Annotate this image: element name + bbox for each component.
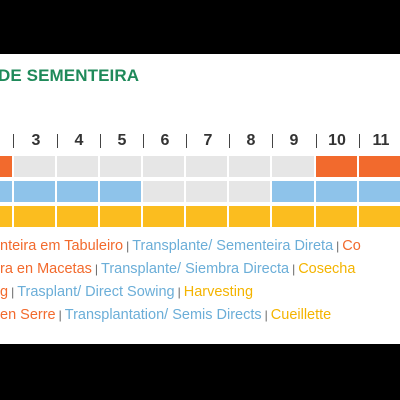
transplant-cell-month-9-active [272,181,316,202]
sowing-cell-month-3-inactive [14,156,57,177]
sowing-cell-month-4-inactive [57,156,100,177]
legend-harvest-text: Co [342,238,361,254]
month-separator [13,134,14,148]
harvest-cell-month-10-active [316,206,359,227]
month-label-4: 4 [74,132,84,149]
legend-harvest-text: Harvesting [183,284,254,300]
transplant-cell-month-7-inactive [186,181,229,202]
legend-separator: | [177,285,181,299]
transplant-row [0,181,400,202]
harvest-cell-month-11-active [359,206,400,227]
sowing-cell-month-2-active [0,156,14,177]
month-label-5: 5 [117,132,127,149]
harvest-cell-month-4-active [57,206,100,227]
harvest-cell-month-3-active [14,206,57,227]
month-separator [272,134,273,148]
transplant-cell-month-4-active [57,181,100,202]
harvest-row [0,206,400,227]
calendar-title: DE SEMENTEIRA [0,66,140,85]
legend-sowing-text: g [0,284,9,300]
harvest-cell-month-8-active [229,206,272,227]
sowing-row [0,156,400,177]
month-separator [316,134,317,148]
transplant-cell-month-5-active [100,181,143,202]
month-separator [143,134,144,148]
legend-line-english: g | Trasplant/ Direct Sowing | Harvesting [0,281,253,303]
month-label-11: 11 [372,132,390,149]
transplant-cell-month-11-active [359,181,400,202]
legend-transplant-text: Transplante/ Sementeira Direta [132,238,334,254]
legend-line-portuguese: nteira em Tabuleiro | Transplante/ Semente… [0,235,361,257]
legend-separator: | [11,285,15,299]
harvest-cell-month-6-active [143,206,186,227]
legend-separator: | [336,239,340,253]
month-label-9: 9 [289,132,299,149]
transplant-cell-month-10-active [316,181,359,202]
month-label-6: 6 [160,132,170,149]
legend-sowing-text: en Serre [0,307,56,323]
month-header: 3 4 5 6 7 8 9 10 11 [0,132,400,150]
sowing-calendar-card: DE SEMENTEIRA 3 4 5 6 7 8 9 10 11 nteira… [0,54,400,344]
month-separator [186,134,187,148]
transplant-cell-month-2-active [0,181,14,202]
sowing-cell-month-6-inactive [143,156,186,177]
sowing-cell-month-7-inactive [186,156,229,177]
legend-transplant-text: Trasplant/ Direct Sowing [17,284,175,300]
transplant-cell-month-8-inactive [229,181,272,202]
sowing-cell-month-9-inactive [272,156,316,177]
month-separator [359,134,360,148]
month-separator [100,134,101,148]
month-label-7: 7 [203,132,213,149]
legend-line-spanish: ra en Macetas | Transplante/ Siembra Direc… [0,258,355,280]
month-separator [229,134,230,148]
transplant-cell-month-6-inactive [143,181,186,202]
legend-harvest-text: Cueillette [270,307,332,323]
legend-separator: | [58,308,62,322]
month-label-10: 10 [328,132,346,149]
month-separator [57,134,58,148]
legend-transplant-text: Transplantation/ Semis Directs [64,307,262,323]
harvest-cell-month-9-active [272,206,316,227]
transplant-cell-month-3-active [14,181,57,202]
legend-sowing-text: ra en Macetas [0,261,92,277]
sowing-cell-month-11-active [359,156,400,177]
month-label-8: 8 [246,132,256,149]
legend-sowing-text: nteira em Tabuleiro [0,238,124,254]
legend-separator: | [264,308,268,322]
harvest-cell-month-7-active [186,206,229,227]
sowing-cell-month-8-inactive [229,156,272,177]
sowing-cell-month-5-inactive [100,156,143,177]
legend-harvest-text: Cosecha [298,261,356,277]
legend-separator: | [126,239,130,253]
legend-separator: | [292,262,296,276]
month-label-3: 3 [31,132,41,149]
legend-separator: | [94,262,99,276]
legend-line-french: en Serre | Transplantation/ Semis Directs |… [0,304,331,326]
legend-transplant-text: Transplante/ Siembra Directa [101,261,290,277]
harvest-cell-month-2-active [0,206,14,227]
harvest-cell-month-5-active [100,206,143,227]
sowing-cell-month-10-active [316,156,359,177]
